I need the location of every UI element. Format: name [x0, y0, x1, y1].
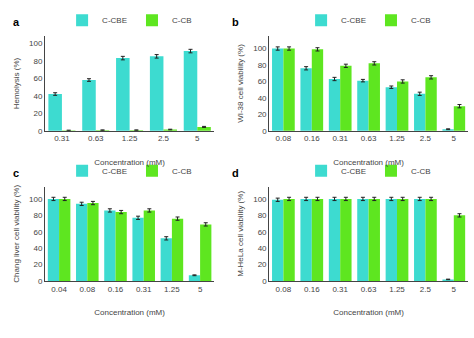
svg-text:0.31: 0.31: [54, 134, 70, 143]
svg-text:Concentration (mM): Concentration (mM): [333, 158, 404, 167]
svg-text:Concentration (mM): Concentration (mM): [333, 308, 404, 317]
svg-text:5: 5: [195, 134, 200, 143]
svg-text:Chang liver cell viability (%): Chang liver cell viability (%): [12, 185, 21, 283]
svg-text:20: 20: [33, 109, 42, 118]
svg-text:2.5: 2.5: [158, 134, 170, 143]
svg-text:60: 60: [258, 228, 267, 237]
svg-text:0.31: 0.31: [332, 285, 348, 294]
svg-text:40: 40: [258, 244, 267, 253]
svg-text:60: 60: [33, 228, 42, 237]
svg-text:0.31: 0.31: [136, 285, 152, 294]
svg-text:0.16: 0.16: [108, 285, 124, 294]
svg-text:2.5: 2.5: [420, 285, 432, 294]
svg-text:20: 20: [33, 260, 42, 269]
svg-text:100: 100: [29, 39, 43, 48]
svg-text:80: 80: [33, 211, 42, 220]
svg-text:a: a: [13, 16, 20, 28]
svg-text:C-CB: C-CB: [411, 16, 431, 25]
svg-text:c: c: [13, 167, 19, 179]
svg-text:80: 80: [258, 61, 267, 70]
svg-text:60: 60: [33, 74, 42, 83]
svg-text:C-CB: C-CB: [172, 16, 192, 25]
svg-text:0.08: 0.08: [276, 285, 292, 294]
svg-text:0.16: 0.16: [304, 134, 320, 143]
svg-text:80: 80: [258, 211, 267, 220]
svg-text:Hemolysis (%): Hemolysis (%): [12, 57, 21, 109]
svg-text:5: 5: [452, 134, 457, 143]
svg-text:0.63: 0.63: [88, 134, 104, 143]
svg-text:20: 20: [258, 110, 267, 119]
svg-text:0.08: 0.08: [80, 285, 96, 294]
svg-text:Concentration (mM): Concentration (mM): [94, 158, 165, 167]
svg-text:100: 100: [29, 195, 43, 204]
svg-text:40: 40: [33, 244, 42, 253]
svg-text:0.31: 0.31: [332, 134, 348, 143]
svg-text:C-CBE: C-CBE: [341, 16, 366, 25]
svg-text:0.63: 0.63: [361, 134, 377, 143]
svg-text:1.25: 1.25: [389, 285, 405, 294]
svg-text:C-CBE: C-CBE: [102, 167, 127, 176]
svg-text:20: 20: [258, 260, 267, 269]
svg-text:M-HeLa cell viability (%): M-HeLa cell viability (%): [236, 191, 245, 277]
svg-text:1.25: 1.25: [164, 285, 180, 294]
svg-text:0.63: 0.63: [361, 285, 377, 294]
svg-text:0: 0: [262, 127, 267, 136]
svg-text:5: 5: [452, 285, 457, 294]
svg-text:WI-38 cell viability (%): WI-38 cell viability (%): [236, 44, 245, 123]
svg-text:80: 80: [33, 57, 42, 66]
svg-text:Concentration (mM): Concentration (mM): [94, 308, 165, 317]
svg-text:40: 40: [258, 94, 267, 103]
svg-text:0.04: 0.04: [51, 285, 67, 294]
svg-text:60: 60: [258, 77, 267, 86]
svg-text:C-CBE: C-CBE: [341, 167, 366, 176]
svg-text:d: d: [232, 167, 239, 179]
svg-text:100: 100: [253, 195, 267, 204]
svg-text:0: 0: [38, 277, 43, 286]
svg-text:40: 40: [33, 92, 42, 101]
svg-text:0.08: 0.08: [276, 134, 292, 143]
svg-text:0: 0: [38, 127, 43, 136]
svg-text:2.5: 2.5: [420, 134, 432, 143]
svg-text:C-CBE: C-CBE: [102, 16, 127, 25]
svg-text:C-CB: C-CB: [411, 167, 431, 176]
svg-text:100: 100: [253, 44, 267, 53]
svg-text:5: 5: [198, 285, 203, 294]
svg-text:C-CB: C-CB: [172, 167, 192, 176]
svg-text:0: 0: [262, 277, 267, 286]
svg-text:1.25: 1.25: [389, 134, 405, 143]
svg-text:0.16: 0.16: [304, 285, 320, 294]
svg-text:b: b: [232, 16, 239, 28]
svg-text:1.25: 1.25: [122, 134, 138, 143]
